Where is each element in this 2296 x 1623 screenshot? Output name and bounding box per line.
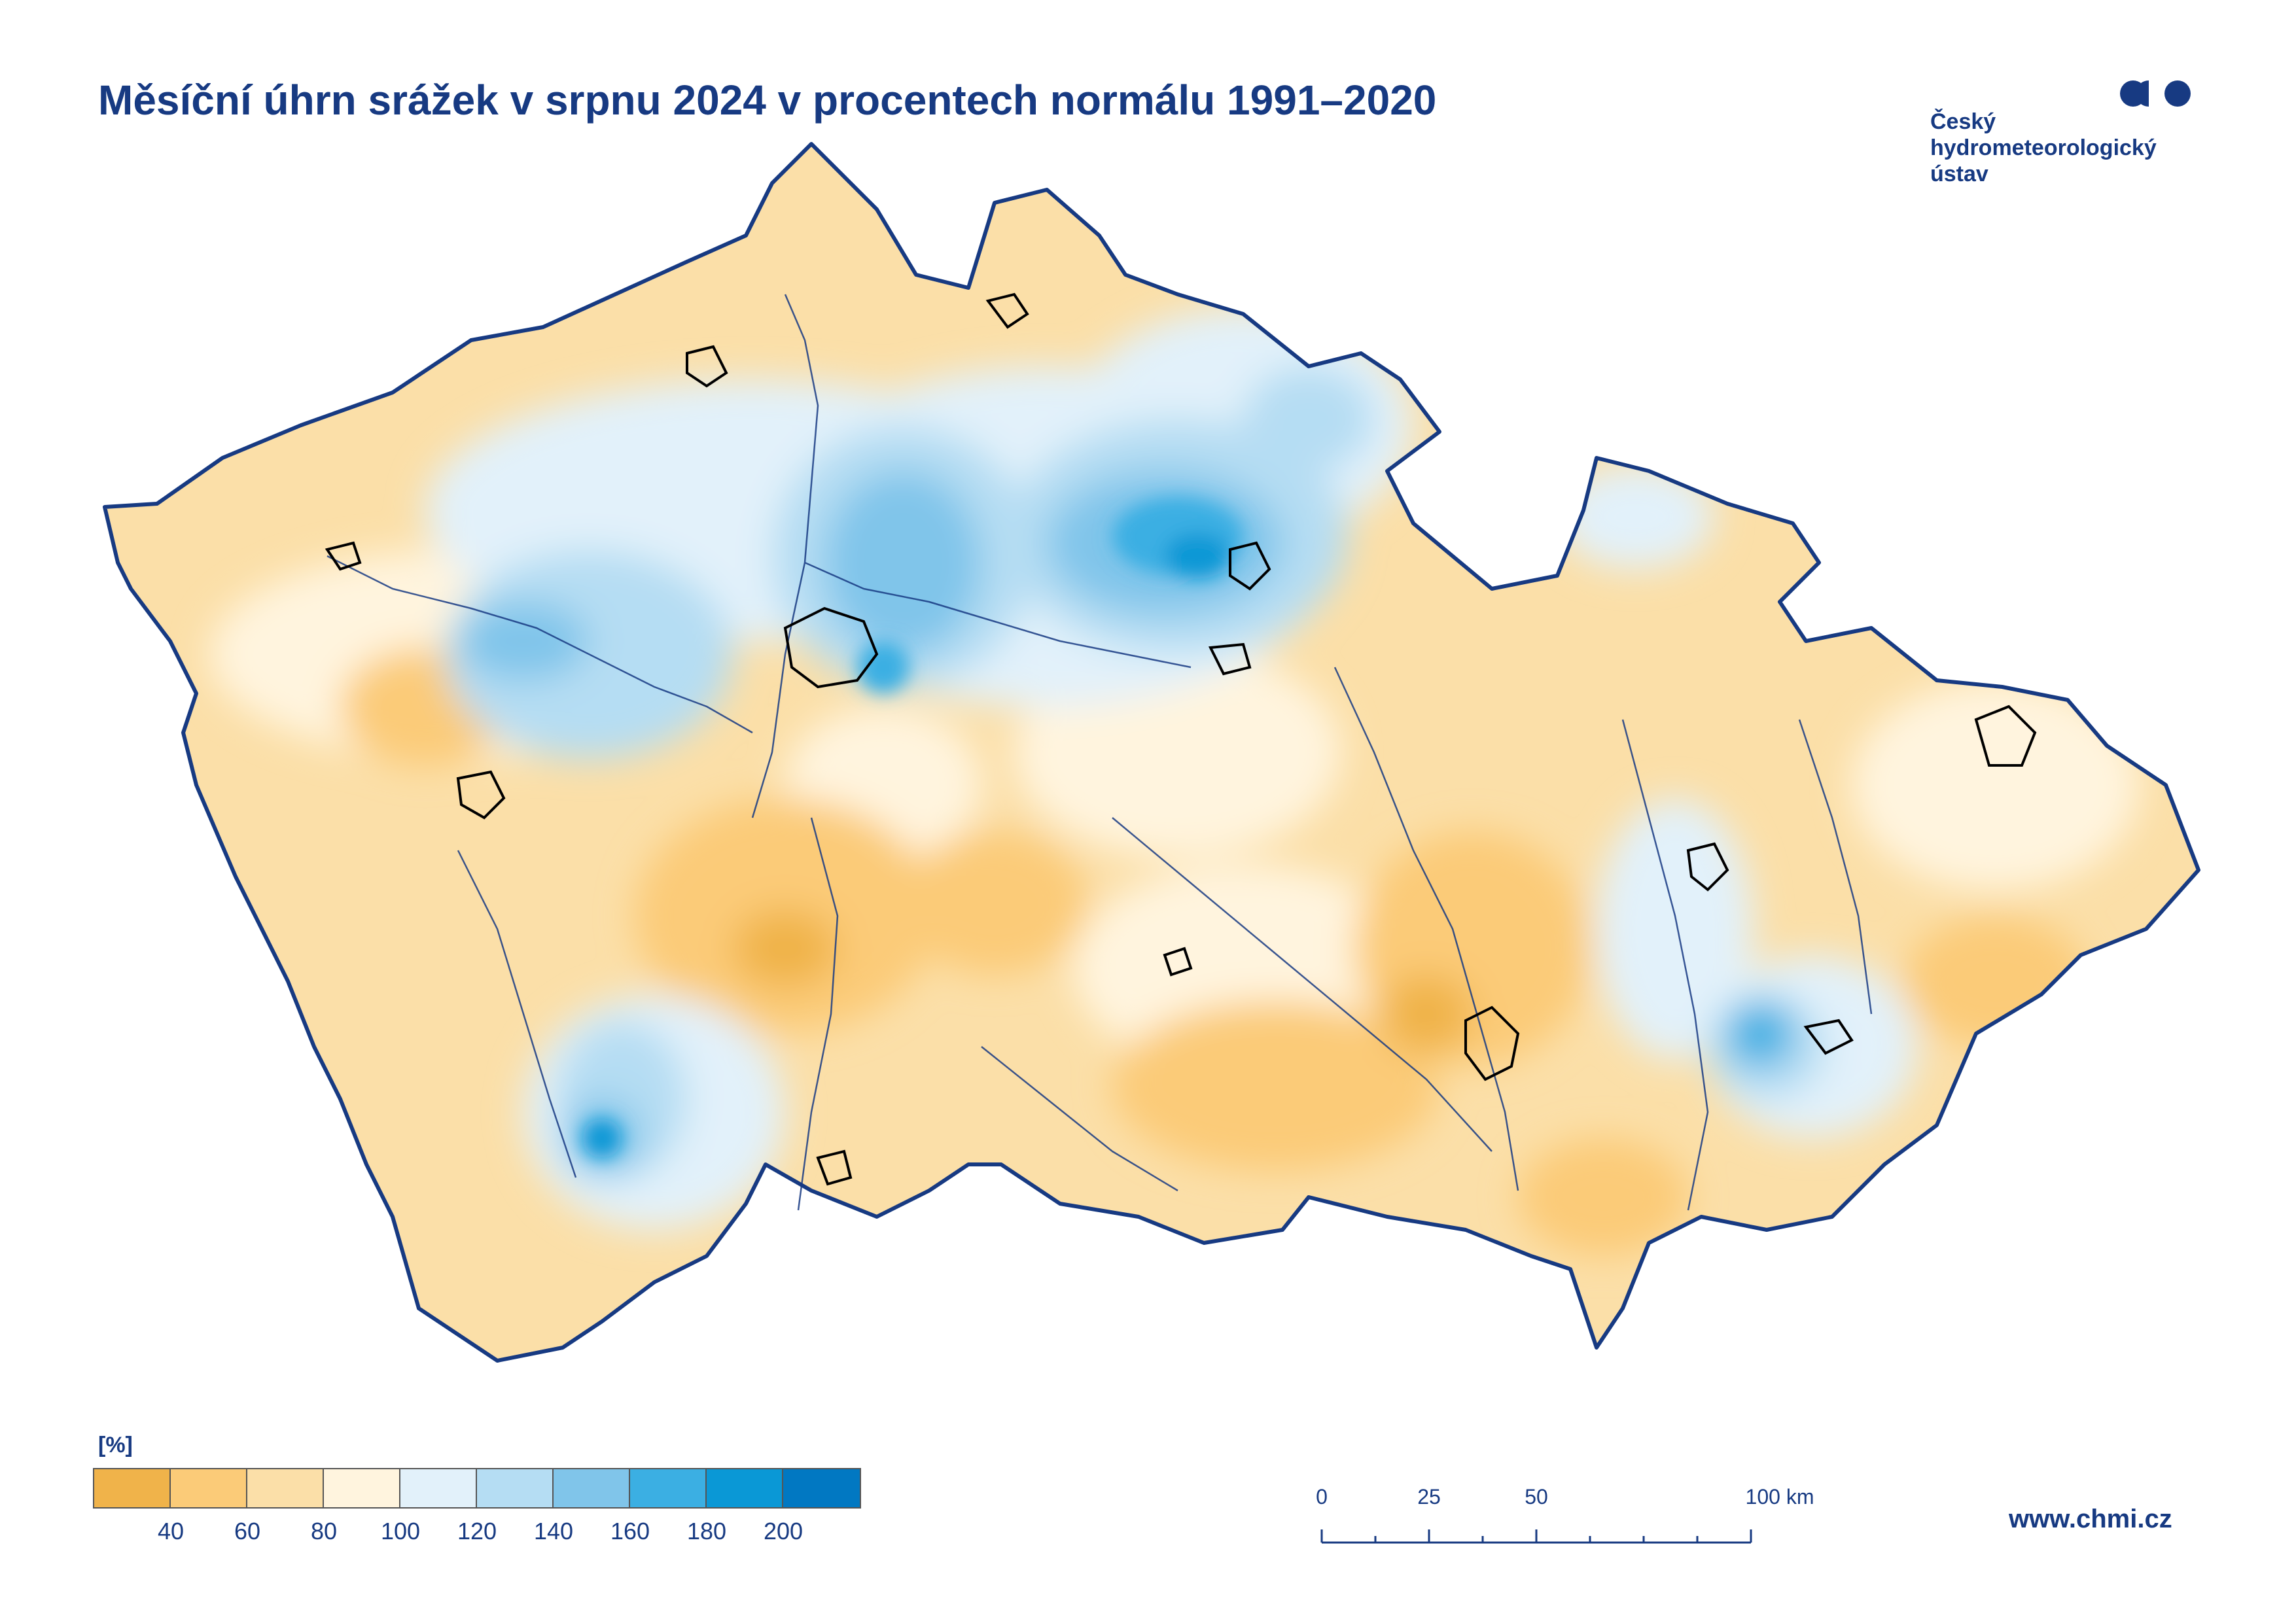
- city-outline-ostrava: [1974, 705, 2037, 767]
- website-link[interactable]: www.chmi.cz: [2009, 1505, 2172, 1533]
- scale-bar-line: [1320, 1529, 1752, 1544]
- legend-unit: [%]: [98, 1433, 133, 1457]
- scale-label: 50: [1525, 1485, 1548, 1509]
- legend-swatch: [400, 1469, 477, 1507]
- logo-line-1: Český: [1930, 109, 1996, 134]
- legend-swatch: [324, 1469, 400, 1507]
- logo-line-3: ústav: [1930, 162, 1988, 186]
- legend-tick-label: 80: [310, 1518, 338, 1544]
- city-outline-hradec: [1229, 541, 1271, 591]
- legend-tick-label: 40: [157, 1518, 185, 1544]
- city-outline-usti: [686, 345, 728, 388]
- scale-bar: 0 25 50 100 km: [1309, 1485, 1832, 1563]
- city-outline-liberec: [985, 292, 1029, 329]
- chmi-logo-icon: [2120, 80, 2191, 107]
- legend-tick-label: 140: [533, 1518, 574, 1544]
- legend-color-bar: [93, 1468, 861, 1509]
- legend-swatch: [247, 1469, 324, 1507]
- legend-tick-label: 160: [610, 1518, 650, 1544]
- legend-tick-label: 100: [380, 1518, 421, 1544]
- legend-tick-label: 120: [457, 1518, 497, 1544]
- city-outline-prague: [783, 606, 879, 689]
- precipitation-map: [0, 0, 2296, 1406]
- city-outline-pardubice: [1208, 642, 1252, 676]
- city-outline-brno: [1464, 1005, 1520, 1081]
- legend-swatch: [707, 1469, 783, 1507]
- rivers: [327, 294, 1873, 1211]
- city-outline-plzen: [456, 770, 506, 820]
- legend-tick-label: 200: [763, 1518, 804, 1544]
- legend-swatch: [783, 1469, 860, 1507]
- city-outlines: [325, 292, 2037, 1186]
- legend-tick-label: 180: [686, 1518, 727, 1544]
- city-outline-jihlava: [1163, 947, 1193, 977]
- legend-swatch: [94, 1469, 171, 1507]
- logo-line-2: hydrometeorologický: [1930, 135, 2157, 160]
- scale-label: 25: [1417, 1485, 1441, 1509]
- chmi-logo: Český hydrometeorologický ústav: [1930, 77, 2192, 208]
- legend-swatch: [477, 1469, 554, 1507]
- scale-label: 100 km: [1745, 1485, 1814, 1509]
- map-title: Měsíční úhrn srážek v srpnu 2024 v proce…: [98, 77, 1437, 124]
- city-outline-olomouc: [1686, 842, 1729, 892]
- city-outline-ceske-budejovice: [816, 1149, 853, 1186]
- legend-swatch: [630, 1469, 707, 1507]
- legend-swatch: [554, 1469, 630, 1507]
- legend-tick-label: 60: [234, 1518, 261, 1544]
- legend: [%] 40 60 80 100 120 140 160 180 200: [92, 1433, 877, 1563]
- legend-swatch: [171, 1469, 247, 1507]
- city-outline-zlin: [1803, 1019, 1854, 1055]
- precipitation-field: [105, 144, 2199, 1361]
- scale-label: 0: [1316, 1485, 1328, 1509]
- city-outline-karlovy-vary: [325, 541, 362, 571]
